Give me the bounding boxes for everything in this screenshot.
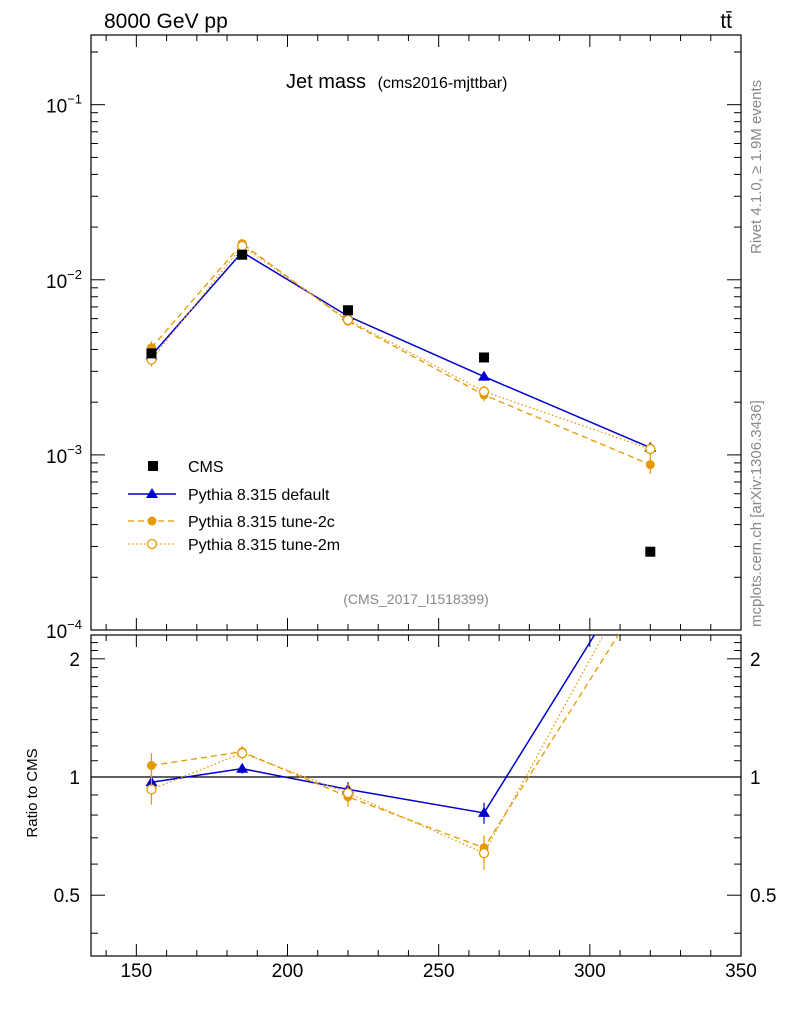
series-2-ratio-point — [342, 787, 354, 799]
ratio-y-tick-label-right: 0.5 — [750, 886, 776, 907]
analysis-label: (CMS_2017_I1518399) — [343, 591, 489, 607]
x-tick-label: 200 — [272, 961, 304, 982]
ratio-y-label: Ratio to CMS — [24, 748, 41, 837]
cms-data-point — [479, 352, 490, 363]
series-0-ratio-point — [236, 762, 249, 773]
series-2-ratio-point — [146, 784, 157, 795]
series-2-point — [478, 386, 490, 397]
series-1-line — [150, 242, 651, 466]
series-2-point — [645, 443, 656, 455]
legend-label-tune2m: Pythia 8.315 tune-2m — [188, 537, 340, 554]
main-y-tick-label: 10−4 — [46, 617, 82, 643]
series-2-point — [237, 240, 248, 252]
series-0-line — [150, 251, 651, 449]
tick-base: 10 — [46, 272, 67, 293]
x-tick-label: 300 — [574, 961, 606, 982]
tick-exponent: −2 — [67, 267, 82, 282]
cms-data-point — [645, 546, 656, 557]
x-tick-label: 150 — [120, 961, 152, 982]
series-2-line — [150, 245, 651, 450]
series-1-ratio-line — [151, 635, 619, 849]
series-0-ratio-point — [478, 806, 491, 817]
main-y-tick-label: 10−1 — [46, 92, 82, 118]
series-2-ratio-point — [478, 847, 490, 859]
cms-data-point — [342, 305, 353, 316]
series-2-point — [342, 314, 354, 326]
cms-data-point — [237, 249, 248, 260]
legend-marker-tune2c — [147, 516, 157, 526]
main-y-tick-label: 10−2 — [46, 267, 82, 293]
tick-exponent: −3 — [67, 442, 82, 457]
plot-title-sub: (cms2016-mjttbar) — [378, 75, 508, 92]
legend-label-default: Pythia 8.315 default — [188, 487, 330, 504]
series-0-ratio-line — [151, 635, 596, 814]
legend-marker-default — [146, 488, 158, 498]
ratio-y-tick-label: 1 — [69, 768, 80, 789]
legend-label-tune2c: Pythia 8.315 tune-2c — [188, 514, 335, 531]
side-text-top: Rivet 4.1.0, ≥ 1.9M events — [748, 80, 765, 254]
header-right: tt̄ — [720, 10, 732, 33]
tick-exponent: −1 — [67, 92, 82, 107]
legend: CMS Pythia 8.315 default Pythia 8.315 tu… — [128, 459, 340, 554]
series-1-point — [645, 460, 655, 470]
ratio-series-group — [145, 580, 655, 870]
ratio-y-tick-label: 0.5 — [54, 886, 80, 907]
main-y-tick-label: 10−3 — [46, 442, 82, 468]
legend-marker-cms — [148, 461, 158, 471]
plot-title: Jet mass (cms2016-mjttbar) — [286, 71, 507, 93]
x-tick-label: 350 — [725, 961, 757, 982]
series-2-ratio-point — [237, 748, 248, 759]
ratio-plot-frame — [90, 634, 742, 957]
series-1-ratio-point — [646, 580, 655, 589]
header-left: 8000 GeV pp — [104, 10, 228, 33]
main-series-group — [145, 239, 657, 557]
tick-exponent: −4 — [67, 617, 82, 632]
plot-title-main: Jet mass — [286, 71, 366, 93]
tick-base: 10 — [46, 622, 67, 643]
x-tick-label: 250 — [423, 961, 455, 982]
series-1-ratio-point — [146, 760, 156, 770]
legend-label-cms: CMS — [188, 459, 224, 476]
series-2-ratio-line — [151, 635, 605, 854]
tick-base: 10 — [46, 447, 67, 468]
series-0-point — [478, 370, 491, 381]
ratio-y-tick-label-right: 2 — [750, 650, 761, 671]
legend-marker-tune2m — [146, 538, 158, 550]
cms-data-point — [146, 348, 157, 359]
ratio-y-tick-label: 2 — [69, 650, 80, 671]
tick-base: 10 — [46, 97, 67, 118]
side-text-bottom: mcplots.cern.ch [arXiv:1306.3436] — [748, 400, 765, 627]
main-y-tick-labels: 10−110−210−310−4 — [46, 92, 82, 643]
ratio-y-tick-label-right: 1 — [750, 768, 761, 789]
